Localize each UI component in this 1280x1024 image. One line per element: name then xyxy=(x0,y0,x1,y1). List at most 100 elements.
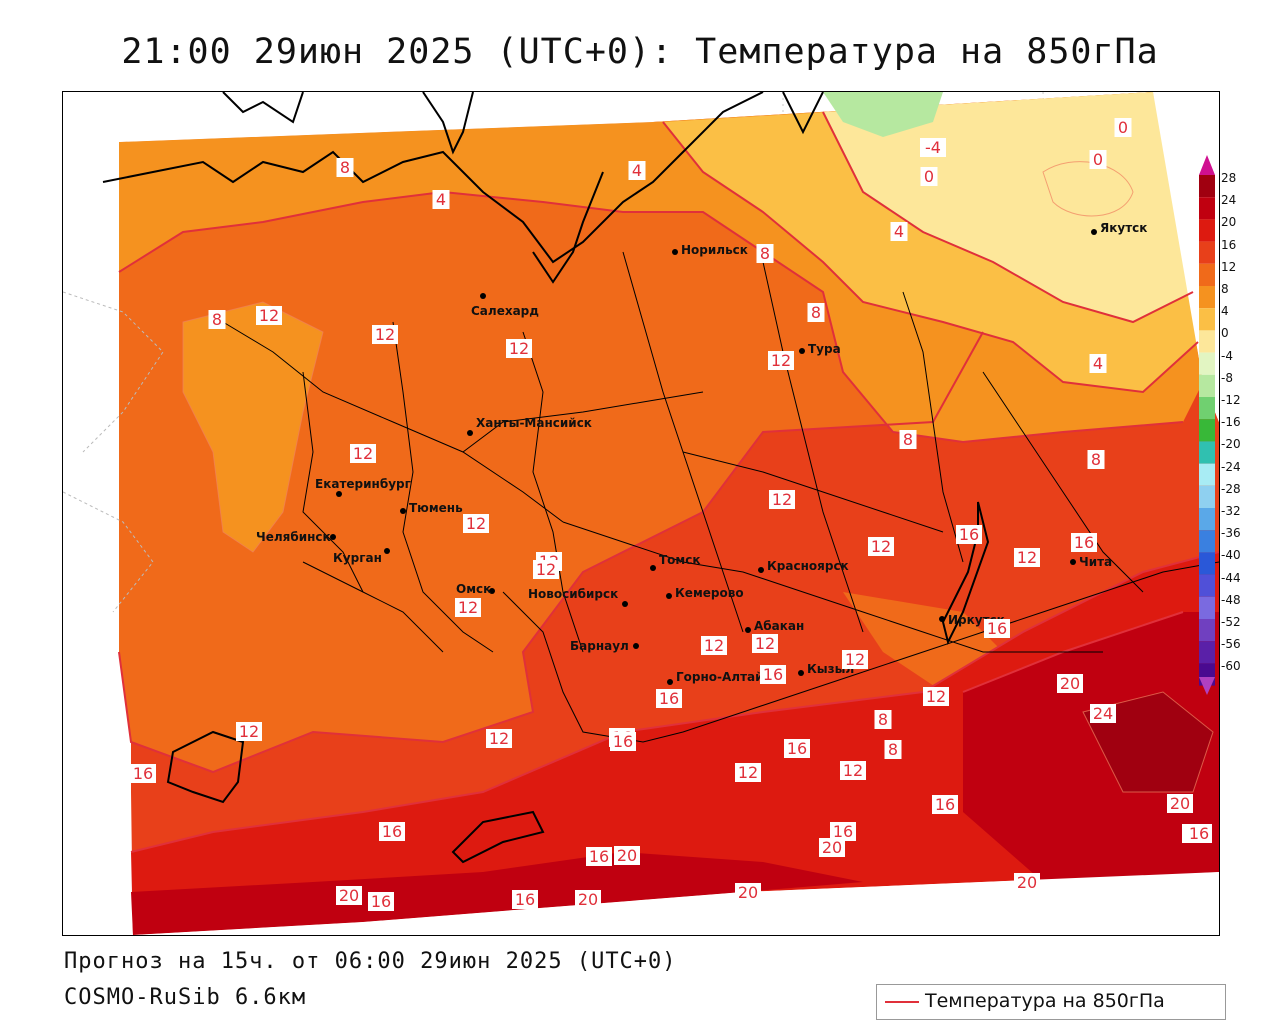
isotherm-label-bg xyxy=(1167,794,1193,813)
isotherm-label-bg xyxy=(463,514,489,533)
colorbar-cell xyxy=(1199,241,1215,264)
isotherm-label: 0 xyxy=(1089,150,1107,169)
colorbar-tick-label: 16 xyxy=(1221,237,1237,252)
city-dot xyxy=(489,588,495,594)
city-dot xyxy=(1070,559,1076,565)
city-tyumen[interactable]: Тюмень xyxy=(400,501,463,515)
colorbar-tick-label: 8 xyxy=(1221,282,1229,296)
isotherm-label: -4 xyxy=(920,138,946,157)
isotherm-label-text: 16 xyxy=(833,822,853,841)
model-info: COSMO-RuSib 6.6км xyxy=(64,985,307,1010)
isotherm-label: 12 xyxy=(735,763,761,782)
legend-label: Температура на 850гПа xyxy=(925,990,1165,1012)
city-dot xyxy=(480,293,486,299)
isotherm-label-text: 24 xyxy=(1093,704,1113,723)
isotherm-label-bg xyxy=(1014,873,1040,892)
isotherm-label-text: 8 xyxy=(878,710,888,729)
isotherm-label-bg xyxy=(1057,674,1083,693)
colorbar-cells xyxy=(1199,175,1215,686)
zone-8-12 xyxy=(119,112,983,772)
isotherm-label-bg xyxy=(610,732,636,751)
isotherm-label-text: 12 xyxy=(926,687,946,706)
isotherm-label-text: 12 xyxy=(509,339,529,358)
city-dot xyxy=(1091,229,1097,235)
isotherm-label-bg xyxy=(130,764,156,783)
colorbar-tick-label: 12 xyxy=(1221,259,1237,274)
isotherm-label-text: 12 xyxy=(772,490,792,509)
isotherm-label-bg xyxy=(807,303,825,322)
isotherm-label-bg xyxy=(1014,548,1040,567)
isotherm-label-bg xyxy=(1090,704,1116,723)
colorbar-cell xyxy=(1199,374,1215,397)
city-dot xyxy=(745,627,751,633)
city-label: Якутск xyxy=(1100,221,1147,235)
city-omsk[interactable]: Омск xyxy=(456,582,495,596)
colorbar-cell xyxy=(1199,574,1215,597)
city-khanty-mansiysk[interactable]: Ханты-Мансийск xyxy=(467,416,592,436)
west-borders xyxy=(63,291,164,613)
isotherm-label-text: 8 xyxy=(903,430,913,449)
city-chelyabinsk[interactable]: Челябинск xyxy=(256,530,336,544)
isotherm-label: 12 xyxy=(752,634,778,653)
colorbar-tick-label: -8 xyxy=(1221,370,1233,385)
isotherm-label-bg xyxy=(769,490,795,509)
city-kurgan[interactable]: Курган xyxy=(333,548,390,565)
city-yekaterinburg[interactable]: Екатеринбург xyxy=(315,477,411,497)
isotherm-label: 16 xyxy=(512,890,538,909)
isotherm-label: 20 xyxy=(1014,873,1040,892)
colorbar-tick-label: 4 xyxy=(1221,304,1229,319)
isotherm-label-bg xyxy=(756,244,774,263)
isotherm-label-text: 12 xyxy=(871,537,891,556)
isotherm-label: 4 xyxy=(1089,354,1107,373)
city-tura[interactable]: Тура xyxy=(799,342,841,356)
isotherm-label-bg xyxy=(256,306,282,325)
isotherm-label-text: 16 xyxy=(1189,824,1209,843)
isotherm-label-bg xyxy=(735,883,761,902)
city-chita[interactable]: Чита xyxy=(1070,555,1112,569)
isotherm-label-bg xyxy=(890,222,908,241)
colorbar-tick-label: 20 xyxy=(1221,215,1237,230)
isotherm-label: 8 xyxy=(874,710,892,729)
city-barnaul[interactable]: Барнаул xyxy=(570,639,639,653)
isotherm-label: 12 xyxy=(768,351,794,370)
colorbar-cell xyxy=(1199,641,1215,664)
colorbar-cell xyxy=(1199,286,1215,309)
isotherm-label: 4 xyxy=(432,190,450,209)
isotherm-label: 12 xyxy=(1014,548,1040,567)
isotherm-label-bg xyxy=(923,687,949,706)
city-salekhard[interactable]: Салехард xyxy=(471,293,539,318)
isotherm-label: 20 xyxy=(1167,794,1193,813)
city-novosibirsk[interactable]: Новосибирск xyxy=(528,587,628,607)
zone-20-24 xyxy=(963,612,1219,882)
city-tomsk[interactable]: Томск xyxy=(650,553,701,571)
city-norilsk[interactable]: Норильск xyxy=(672,243,748,257)
isotherm-label: 20 xyxy=(1057,674,1083,693)
colorbar-cell xyxy=(1199,219,1215,242)
isotherm-label-text: 0 xyxy=(1118,118,1128,137)
colorbar-tick-label: -28 xyxy=(1221,481,1241,496)
isotherm-label: 20 xyxy=(575,890,601,909)
isotherm-label-bg xyxy=(874,710,892,729)
isotherm-label-text: 16 xyxy=(763,665,783,684)
isotherm-label-bg xyxy=(920,167,938,186)
isotherm-label-bg xyxy=(956,525,982,544)
city-yakutsk[interactable]: Якутск xyxy=(1091,221,1147,235)
colorbar-cell xyxy=(1199,308,1215,331)
isotherm-label-bg xyxy=(455,598,481,617)
city-krasnoyarsk[interactable]: Красноярск xyxy=(758,559,849,573)
isotherm-label-bg xyxy=(586,847,612,866)
colorbar-tick-label: 28 xyxy=(1221,171,1237,185)
isotherm-label: 8 xyxy=(756,244,774,263)
isotherm-label: 4 xyxy=(628,161,646,180)
isotherm-label: 16 xyxy=(610,732,636,751)
city-label: Омск xyxy=(456,582,491,596)
city-gorno-altaysk[interactable]: Горно-Алтайск xyxy=(667,670,779,685)
city-kemerovo[interactable]: Кемерово xyxy=(666,586,744,600)
city-dot xyxy=(672,249,678,255)
isotherm-label-text: 12 xyxy=(771,351,791,370)
city-label: Абакан xyxy=(754,619,804,633)
city-abakan[interactable]: Абакан xyxy=(745,619,804,633)
isotherm-label: 8 xyxy=(807,303,825,322)
isotherm-label: 12 xyxy=(463,514,489,533)
isotherm-label-bg xyxy=(533,560,559,579)
